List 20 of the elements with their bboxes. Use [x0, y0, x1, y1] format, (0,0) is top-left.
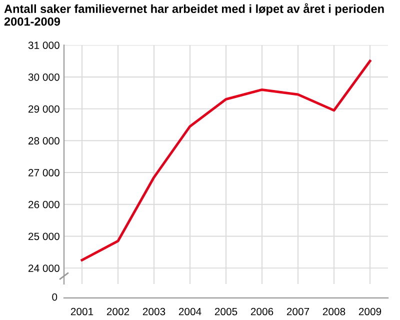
chart-title: Antall saker familievernet har arbeidet med i løpet av året i perioden 2001-2009: [4, 3, 384, 26]
x-tick-label: 2006: [250, 308, 274, 316]
x-tick-label: 2007: [286, 308, 310, 316]
y-tick-label: 25 000: [28, 232, 60, 240]
y-tick-label: 27 000: [28, 169, 60, 176]
x-tick-label: 2008: [322, 308, 346, 316]
x-tick-label: 2003: [142, 308, 166, 316]
y-tick-label: 31 000: [28, 42, 60, 49]
y-tick-label: 30 000: [28, 73, 60, 81]
x-tick-label: 2002: [106, 308, 130, 316]
y-tick-label: 26 000: [28, 200, 60, 208]
y-tick-label: 28 000: [28, 137, 60, 145]
x-tick-label: 2001: [70, 308, 94, 316]
y-tick-label: 24 000: [28, 264, 60, 272]
y-tick-label: 29 000: [28, 105, 60, 113]
x-tick-label: 2005: [214, 308, 238, 316]
text: 0: [52, 293, 58, 301]
x-tick-label: 2004: [178, 308, 202, 316]
line-series: [80, 60, 372, 262]
x-tick-label: 2009: [358, 308, 382, 316]
